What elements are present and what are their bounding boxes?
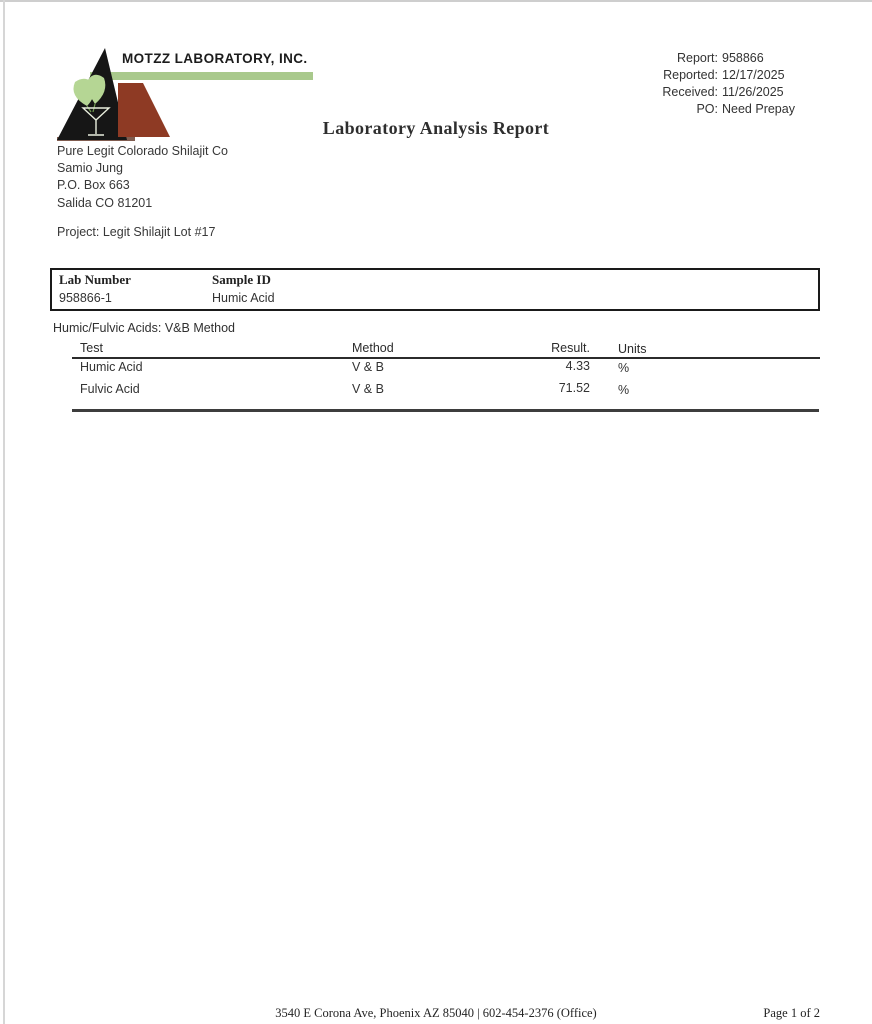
- report-number-label: Report:: [677, 51, 718, 65]
- report-number-row: Report: 958866: [640, 50, 795, 67]
- sample-id-value: Humic Acid: [212, 291, 275, 305]
- table-bottom-rule: [72, 409, 819, 412]
- po-label: PO:: [696, 102, 718, 116]
- results-header-row: Test Method Result. Units: [72, 340, 820, 359]
- logo-martini-glass-icon: [81, 107, 111, 136]
- motzz-logo: [57, 48, 313, 141]
- po-value: Need Prepay: [722, 102, 795, 116]
- report-info-block: Report: 958866 Reported: 12/17/2025 Rece…: [640, 50, 795, 118]
- report-number-value: 958866: [722, 51, 764, 65]
- client-address-line2: Salida CO 81201: [57, 195, 153, 210]
- page-edge-left: [3, 0, 5, 1024]
- test-units: %: [618, 361, 630, 375]
- received-date-label: Received:: [662, 85, 718, 99]
- received-date-row: Received: 11/26/2025: [640, 84, 795, 101]
- test-method: V & B: [352, 360, 384, 374]
- sample-box-header-row: Lab Number Sample ID: [52, 271, 818, 289]
- reported-date-row: Reported: 12/17/2025: [640, 67, 795, 84]
- logo-ginkgo-leaf-icon: [87, 74, 106, 104]
- test-name: Fulvic Acid: [80, 382, 140, 396]
- po-row: PO: Need Prepay: [640, 101, 795, 118]
- table-row: Fulvic Acid V & B 71.52 %: [72, 381, 820, 403]
- table-row: Humic Acid V & B 4.33 %: [72, 359, 820, 381]
- client-address-block: Pure Legit Colorado Shilajit Co Samio Ju…: [57, 143, 228, 212]
- result-column-header: Result.: [551, 341, 590, 355]
- page-title: Laboratory Analysis Report: [322, 118, 550, 138]
- units-column-header: Units: [618, 342, 647, 356]
- logo-maroon-shape: [118, 83, 170, 137]
- test-name: Humic Acid: [80, 360, 143, 374]
- sample-id-header: Sample ID: [212, 272, 271, 287]
- footer-address: 3540 E Corona Ave, Phoenix AZ 85040 | 60…: [275, 1006, 597, 1020]
- test-result: 71.52: [558, 381, 590, 395]
- logo-green-bar: [90, 72, 313, 80]
- sample-info-box: Lab Number Sample ID 958866-1 Humic Acid: [50, 268, 820, 311]
- results-table: Test Method Result. Units Humic Acid V &…: [72, 340, 820, 403]
- client-company: Pure Legit Colorado Shilajit Co: [57, 144, 228, 158]
- section-heading: Humic/Fulvic Acids: V&B Method: [53, 321, 236, 335]
- client-contact: Samio Jung: [57, 161, 124, 176]
- test-units: %: [618, 383, 630, 397]
- lab-number-header: Lab Number: [59, 272, 131, 287]
- sample-box-value-row: 958866-1 Humic Acid: [52, 289, 818, 307]
- page-edge-top: [0, 0, 872, 2]
- test-result: 4.33: [565, 359, 590, 373]
- page-number: Page 1 of 2: [763, 1006, 820, 1020]
- project-line: Project: Legit Shilajit Lot #17: [57, 225, 216, 239]
- client-address-line1: P.O. Box 663: [57, 178, 130, 193]
- reported-date-value: 12/17/2025: [722, 68, 785, 82]
- received-date-value: 11/26/2025: [722, 85, 784, 99]
- test-method: V & B: [352, 382, 384, 396]
- lab-number-value: 958866-1: [59, 291, 112, 305]
- method-column-header: Method: [352, 341, 394, 355]
- reported-date-label: Reported:: [663, 68, 718, 82]
- test-column-header: Test: [80, 341, 103, 355]
- logo-company-name: MOTZZ LABORATORY, INC.: [122, 51, 308, 66]
